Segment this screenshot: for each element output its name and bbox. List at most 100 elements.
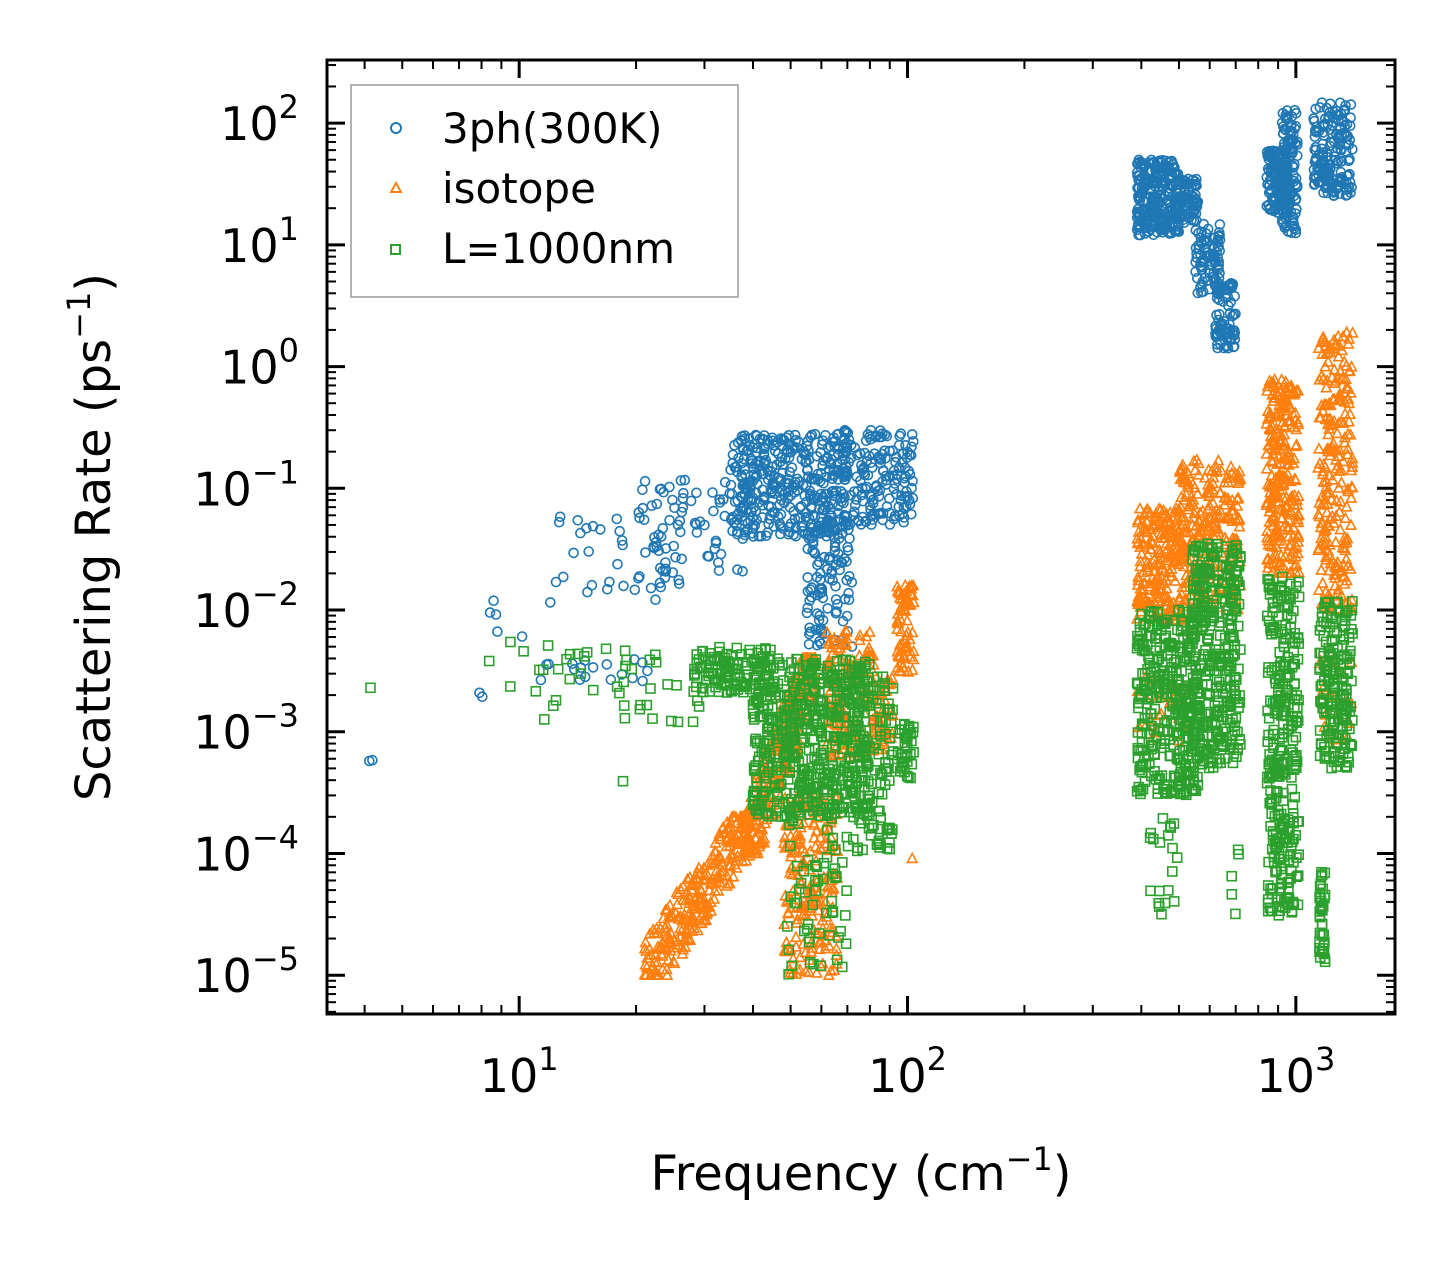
- point-isotope: [1291, 528, 1305, 540]
- point-3ph: [866, 491, 877, 502]
- point-isotope: [1261, 379, 1274, 392]
- point-boundary: [614, 687, 625, 699]
- point-boundary: [542, 640, 554, 651]
- point-isotope: [648, 955, 661, 967]
- point-3ph: [865, 504, 876, 516]
- point-isotope: [893, 664, 906, 676]
- point-3ph: [812, 559, 823, 571]
- point-isotope: [804, 945, 818, 957]
- point-3ph: [849, 499, 861, 511]
- point-isotope: [906, 625, 919, 638]
- point-3ph: [807, 510, 819, 522]
- point-3ph: [1174, 213, 1186, 225]
- point-3ph: [1225, 325, 1236, 337]
- point-isotope: [1332, 416, 1345, 429]
- point-3ph: [815, 447, 826, 458]
- point-isotope: [1203, 479, 1216, 492]
- point-isotope: [1264, 491, 1277, 504]
- point-isotope: [1328, 376, 1341, 389]
- point-3ph: [804, 595, 815, 606]
- point-3ph: [784, 466, 796, 478]
- point-isotope: [1330, 461, 1343, 474]
- point-isotope: [790, 916, 803, 928]
- point-3ph: [855, 519, 867, 530]
- point-3ph: [831, 429, 843, 440]
- point-isotope: [778, 917, 791, 930]
- point-3ph: [822, 603, 833, 614]
- point-3ph: [827, 575, 838, 586]
- point-3ph: [691, 527, 703, 538]
- point-isotope: [1280, 381, 1293, 394]
- point-isotope: [1345, 480, 1358, 492]
- point-3ph: [702, 550, 713, 562]
- point-3ph: [1139, 171, 1150, 182]
- point-3ph: [568, 547, 579, 559]
- point-3ph: [1160, 203, 1172, 214]
- point-isotope: [906, 851, 919, 864]
- point-isotope: [1206, 496, 1220, 508]
- point-3ph: [822, 442, 834, 454]
- point-3ph: [582, 586, 593, 598]
- point-3ph: [677, 502, 689, 513]
- point-3ph: [1215, 319, 1226, 331]
- point-3ph: [638, 514, 650, 526]
- point-3ph: [867, 510, 879, 521]
- point-3ph: [654, 562, 666, 574]
- point-3ph: [846, 576, 858, 588]
- point-3ph: [764, 513, 775, 525]
- point-3ph: [1145, 191, 1157, 202]
- point-boundary: [550, 694, 562, 706]
- point-isotope: [820, 625, 834, 638]
- point-3ph: [824, 553, 836, 565]
- point-isotope: [700, 907, 713, 920]
- series-layer: [363, 97, 1359, 981]
- point-3ph: [572, 514, 584, 526]
- point-boundary: [671, 679, 682, 691]
- point-isotope: [676, 942, 690, 955]
- point-isotope: [894, 649, 907, 661]
- point-3ph: [757, 512, 768, 523]
- point-3ph: [742, 524, 753, 536]
- point-isotope: [1266, 388, 1279, 400]
- point-isotope: [726, 831, 739, 844]
- point-isotope: [827, 963, 841, 975]
- point-3ph: [783, 528, 794, 540]
- point-isotope: [1190, 453, 1203, 465]
- point-3ph: [714, 497, 726, 508]
- point-boundary: [617, 775, 629, 787]
- point-isotope: [708, 884, 722, 896]
- point-isotope: [650, 926, 664, 939]
- point-3ph: [646, 500, 658, 512]
- point-3ph: [739, 526, 751, 538]
- point-isotope: [1323, 412, 1337, 424]
- point-isotope: [1179, 521, 1192, 533]
- point-isotope: [738, 846, 751, 859]
- point-isotope: [1283, 539, 1296, 551]
- point-3ph: [1187, 174, 1199, 186]
- point-3ph: [1328, 187, 1340, 198]
- point-isotope: [1281, 520, 1295, 532]
- point-3ph: [789, 442, 800, 454]
- point-isotope: [727, 826, 740, 839]
- point-isotope: [1187, 454, 1200, 467]
- point-isotope: [1196, 504, 1209, 516]
- point-3ph: [1191, 248, 1202, 259]
- point-isotope: [1158, 563, 1171, 576]
- point-isotope: [1203, 498, 1216, 511]
- point-boundary: [547, 700, 559, 712]
- point-3ph: [678, 487, 689, 499]
- point-isotope: [1176, 470, 1189, 482]
- point-isotope: [1341, 382, 1355, 394]
- point-isotope: [639, 935, 652, 948]
- point-isotope: [1229, 532, 1243, 544]
- point-isotope: [1315, 498, 1328, 510]
- point-isotope: [907, 652, 920, 665]
- point-isotope: [758, 831, 771, 844]
- point-3ph: [806, 582, 818, 593]
- point-isotope: [1323, 342, 1336, 354]
- point-3ph: [1344, 120, 1356, 131]
- point-isotope: [1332, 350, 1345, 362]
- point-boundary: [600, 643, 612, 655]
- point-3ph: [1166, 155, 1177, 167]
